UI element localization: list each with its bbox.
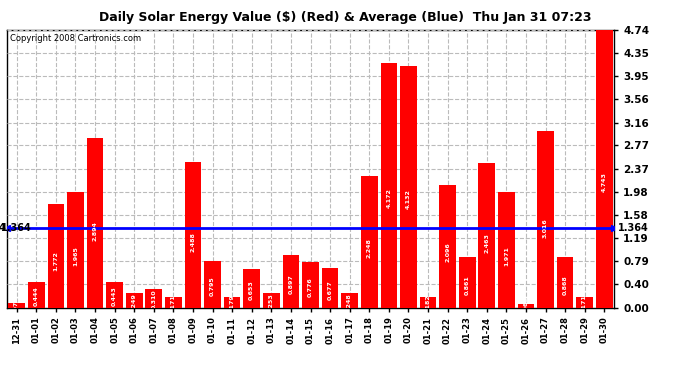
Bar (361, 176, 377, 308)
Text: 4.172: 4.172 (386, 188, 391, 207)
Text: Daily Solar Energy Value ($) (Red) & Average (Blue)  Thu Jan 31 07:23: Daily Solar Energy Value ($) (Red) & Ave… (99, 11, 591, 24)
Text: 0.795: 0.795 (210, 277, 215, 296)
Text: 0.310: 0.310 (151, 290, 157, 309)
Bar (596, 30, 613, 308)
Text: 0.444: 0.444 (34, 286, 39, 306)
Bar (146, 290, 162, 308)
Bar (244, 269, 260, 308)
Text: 0.060: 0.060 (524, 297, 529, 316)
Bar (302, 262, 319, 308)
Bar (224, 297, 241, 307)
Text: 2.248: 2.248 (367, 238, 372, 258)
Text: 0.776: 0.776 (308, 277, 313, 297)
Text: 0.248: 0.248 (347, 293, 352, 313)
Bar (420, 297, 436, 307)
Text: 3.016: 3.016 (543, 218, 548, 238)
Bar (440, 185, 456, 308)
Bar (204, 261, 221, 308)
Text: 0.171: 0.171 (171, 295, 176, 314)
Text: 0.861: 0.861 (464, 275, 470, 295)
Text: 2.463: 2.463 (484, 232, 489, 252)
Text: 0.171: 0.171 (582, 295, 587, 314)
Bar (283, 255, 299, 308)
Text: 1.364: 1.364 (618, 223, 649, 232)
Text: 0.182: 0.182 (426, 294, 431, 314)
Bar (48, 204, 64, 308)
Bar (342, 293, 358, 308)
Bar (263, 293, 279, 308)
Text: 4.743: 4.743 (602, 172, 607, 192)
Bar (518, 304, 534, 307)
Bar (8, 303, 25, 307)
Bar (185, 162, 201, 308)
Text: 0.179: 0.179 (230, 294, 235, 314)
Text: 2.096: 2.096 (445, 242, 450, 262)
Bar (498, 192, 515, 308)
Text: 0.653: 0.653 (249, 280, 254, 300)
Bar (106, 282, 123, 308)
Bar (576, 297, 593, 307)
Bar (28, 282, 45, 308)
Text: 1.364: 1.364 (1, 223, 32, 232)
Bar (322, 268, 338, 308)
Bar (400, 66, 417, 308)
Text: 0.249: 0.249 (132, 293, 137, 313)
Bar (126, 293, 143, 308)
Text: 0.897: 0.897 (288, 274, 293, 294)
Bar (557, 256, 573, 307)
Text: 0.078: 0.078 (14, 296, 19, 316)
Bar (380, 63, 397, 308)
Bar (165, 297, 181, 307)
Text: 0.868: 0.868 (562, 275, 568, 294)
Text: 1.364: 1.364 (0, 223, 7, 232)
Text: 0.253: 0.253 (269, 293, 274, 313)
Text: 0.677: 0.677 (328, 280, 333, 300)
Text: 1.971: 1.971 (504, 246, 509, 266)
Text: 2.894: 2.894 (92, 221, 97, 241)
Bar (538, 131, 554, 308)
Bar (67, 192, 83, 308)
Text: 4.132: 4.132 (406, 189, 411, 209)
Bar (459, 257, 475, 307)
Text: 0.443: 0.443 (112, 286, 117, 306)
Bar (478, 163, 495, 308)
Text: 2.488: 2.488 (190, 232, 195, 252)
Text: 1.772: 1.772 (53, 251, 59, 271)
Text: 1.965: 1.965 (73, 246, 78, 266)
Text: Copyright 2008 Cartronics.com: Copyright 2008 Cartronics.com (10, 34, 141, 43)
Bar (87, 138, 104, 308)
